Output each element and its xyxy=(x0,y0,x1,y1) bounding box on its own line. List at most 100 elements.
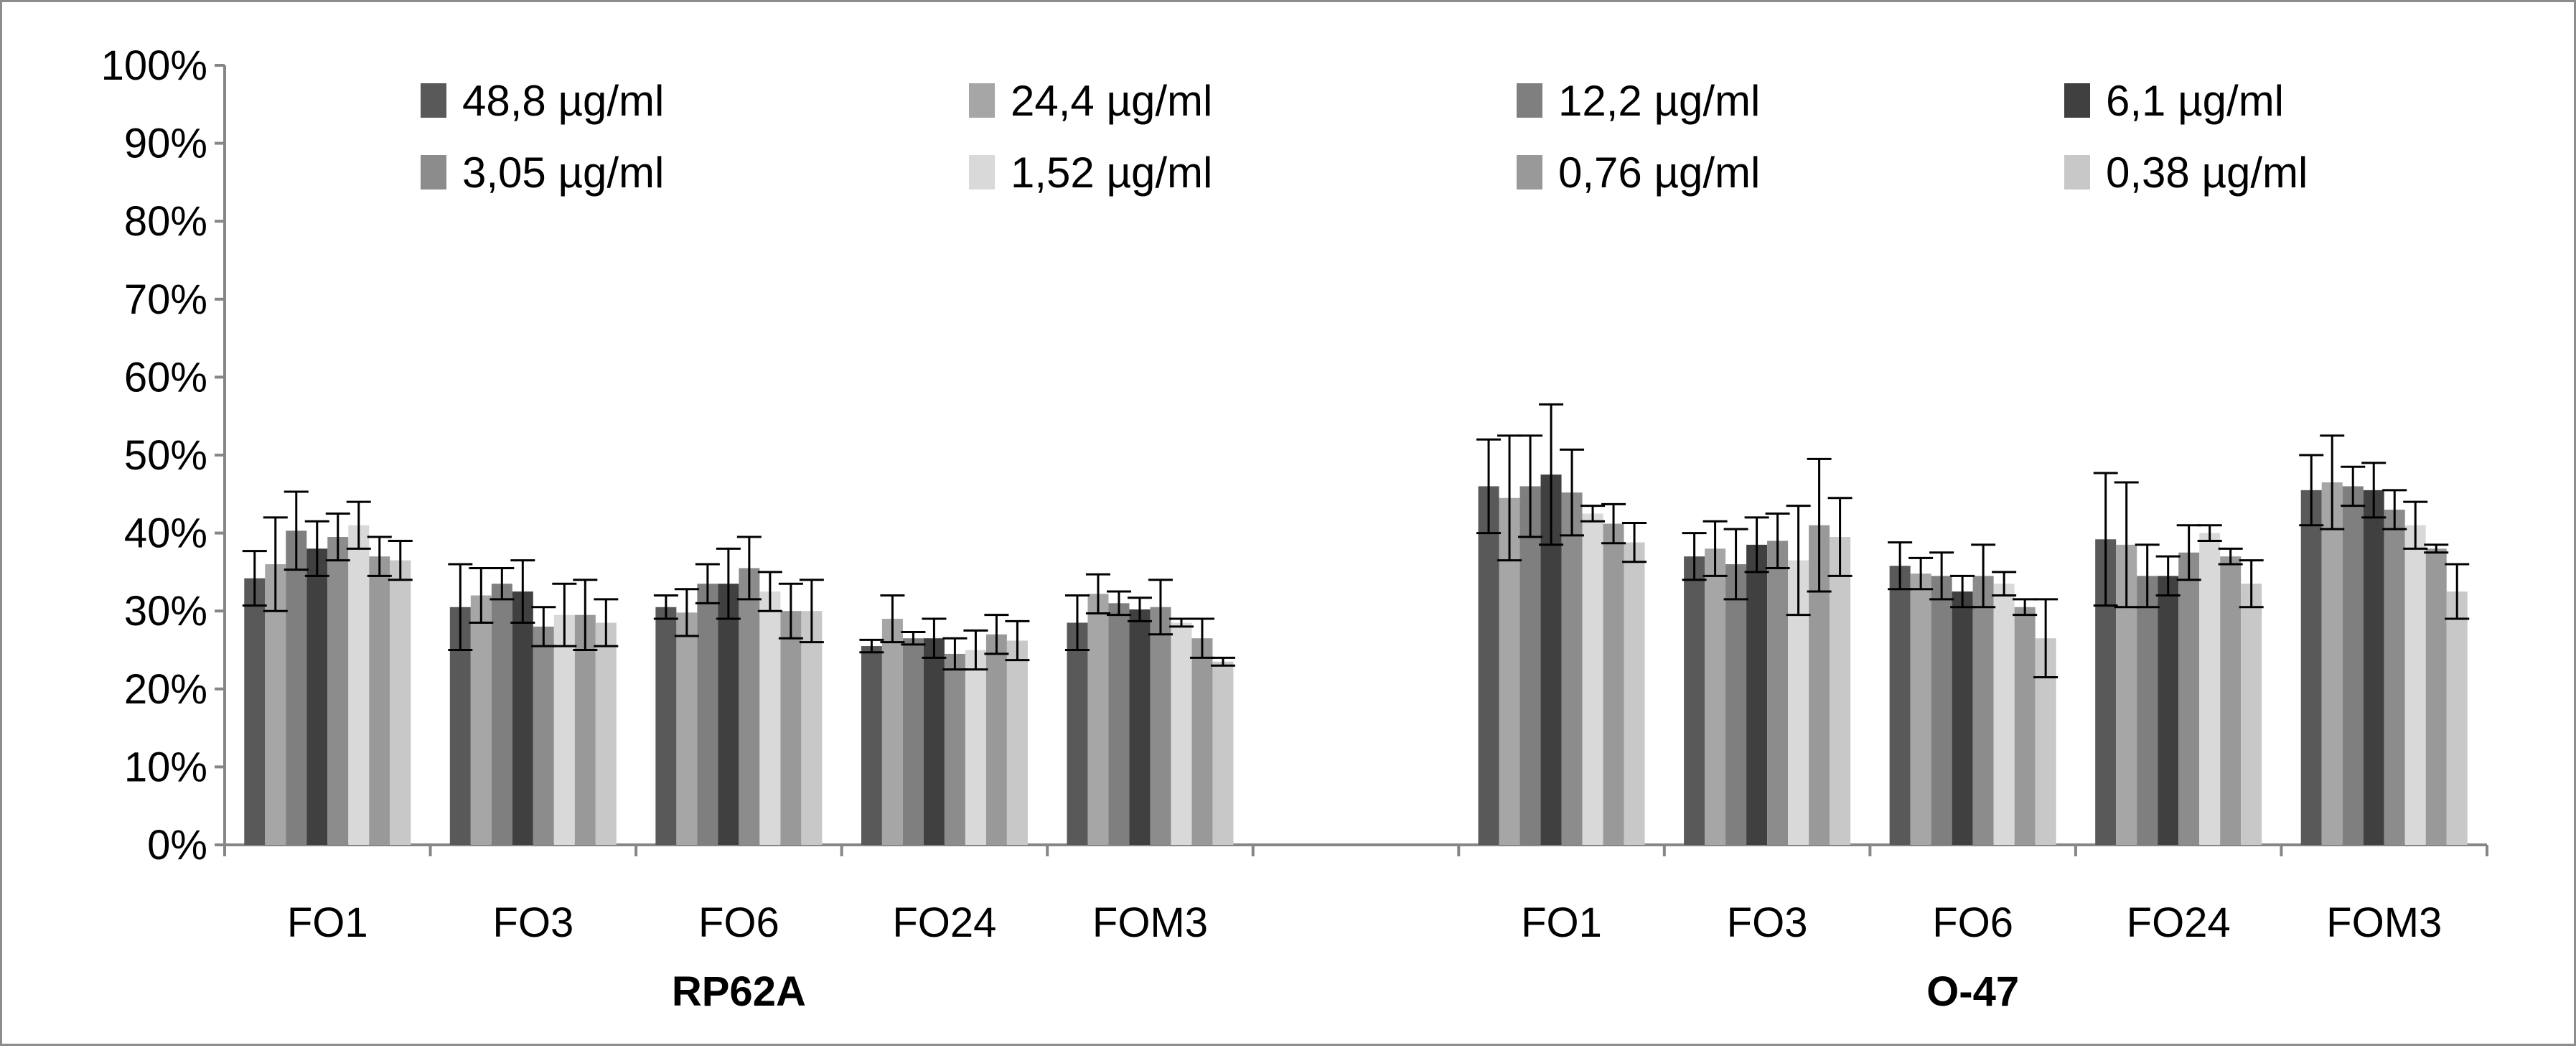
bar xyxy=(2137,576,2158,845)
bar xyxy=(2220,556,2242,845)
bar xyxy=(348,525,370,845)
bar xyxy=(369,556,390,845)
bar xyxy=(1684,556,1705,845)
y-tick-label: 100% xyxy=(101,42,207,89)
bar xyxy=(2300,490,2322,845)
bar xyxy=(676,612,698,845)
bar xyxy=(1746,544,1768,845)
x-tick-label: FO24 xyxy=(2127,899,2231,946)
bar xyxy=(1087,594,1109,845)
legend-label: 12,2 µg/ml xyxy=(1558,77,1760,125)
bar xyxy=(780,611,802,845)
bar xyxy=(1150,607,1171,845)
bar xyxy=(923,638,945,845)
bar xyxy=(1519,486,1541,845)
bar xyxy=(1603,523,1624,845)
bar xyxy=(902,638,924,845)
legend-swatch xyxy=(969,83,995,118)
bar xyxy=(739,568,760,845)
bar xyxy=(881,619,903,845)
legend-label: 0,38 µg/ml xyxy=(2106,149,2308,197)
bar xyxy=(2241,584,2262,845)
y-tick-label: 50% xyxy=(124,432,207,479)
x-axis: FO1 FO3 FO6 FO24 FOM3 FO1 FO3 FO6 FO24 FOM3 RP62A O… xyxy=(223,843,2488,1015)
bar xyxy=(574,614,596,845)
bar xyxy=(1006,640,1028,845)
legend-swatch xyxy=(2064,83,2090,118)
bar xyxy=(1725,564,1747,845)
y-tick-label: 80% xyxy=(124,198,207,245)
error-bars xyxy=(242,403,2470,679)
legend-swatch xyxy=(2064,155,2090,190)
bar xyxy=(1582,513,1603,845)
bar xyxy=(1910,574,1931,845)
bar xyxy=(491,584,512,845)
bar xyxy=(985,634,1007,845)
bar xyxy=(1067,622,1088,845)
bar xyxy=(965,650,986,845)
y-tick-label: 30% xyxy=(124,588,207,635)
bar xyxy=(1705,548,1726,845)
bars xyxy=(244,474,2468,845)
legend-swatch xyxy=(1517,83,1542,118)
legend-swatch xyxy=(1517,155,1542,190)
bar xyxy=(1108,603,1130,845)
legend-label: 48,8 µg/ml xyxy=(462,77,664,125)
bar xyxy=(1212,661,1234,845)
bar xyxy=(1191,638,1213,845)
bar xyxy=(1889,566,1911,845)
bar xyxy=(2321,482,2343,845)
x-tick-label: FO1 xyxy=(287,899,368,946)
y-tick-label: 70% xyxy=(124,276,207,323)
group-label: RP62A xyxy=(672,968,806,1015)
bar xyxy=(2363,490,2384,845)
x-tick-label: FO24 xyxy=(892,899,996,946)
bar xyxy=(2342,486,2364,845)
bar xyxy=(2446,591,2468,845)
legend-swatch xyxy=(969,155,995,190)
bar xyxy=(2425,548,2447,845)
bar xyxy=(1129,609,1151,845)
legend-swatch xyxy=(421,155,446,190)
x-tick-label: FO6 xyxy=(1932,899,2013,946)
legend-label: 0,76 µg/ml xyxy=(1558,149,1760,197)
bar xyxy=(1952,591,1973,845)
y-tick-label: 0% xyxy=(147,822,207,869)
bar xyxy=(2014,607,2036,845)
x-tick-label: FO3 xyxy=(492,899,573,946)
bar xyxy=(801,611,823,845)
bar xyxy=(1624,542,1645,845)
bar xyxy=(1171,622,1192,845)
bar xyxy=(2158,576,2179,845)
y-tick-label: 20% xyxy=(124,666,207,713)
bar xyxy=(718,584,739,845)
x-tick-label: FO3 xyxy=(1727,899,1808,946)
x-tick-label: FOM3 xyxy=(2326,899,2442,946)
bar xyxy=(2384,510,2405,845)
bar xyxy=(2199,533,2221,845)
bar xyxy=(759,591,781,845)
bar xyxy=(553,614,575,845)
x-tick-label: FO1 xyxy=(1521,899,1602,946)
bar xyxy=(306,548,328,845)
bar xyxy=(1993,584,2015,845)
legend-label: 24,4 µg/ml xyxy=(1011,77,1212,125)
x-tick-label: FOM3 xyxy=(1092,899,1208,946)
bar xyxy=(2178,552,2200,845)
y-axis: 0% 10% 20% 30% 40% 50% 60% 70% 80% 90% 100% xyxy=(101,42,226,869)
bar xyxy=(1767,541,1789,845)
x-tick-label: FO6 xyxy=(698,899,779,946)
bar xyxy=(533,626,554,845)
legend-label: 3,05 µg/ml xyxy=(462,149,664,197)
y-tick-label: 90% xyxy=(124,121,207,167)
bar xyxy=(861,646,882,845)
y-tick-label: 40% xyxy=(124,510,207,557)
bar xyxy=(944,653,965,845)
bar xyxy=(1561,492,1583,845)
group-label: O-47 xyxy=(1926,968,2019,1015)
legend-label: 6,1 µg/ml xyxy=(2106,77,2284,125)
y-tick-label: 60% xyxy=(124,354,207,401)
bar xyxy=(286,530,307,845)
bar xyxy=(244,578,266,845)
